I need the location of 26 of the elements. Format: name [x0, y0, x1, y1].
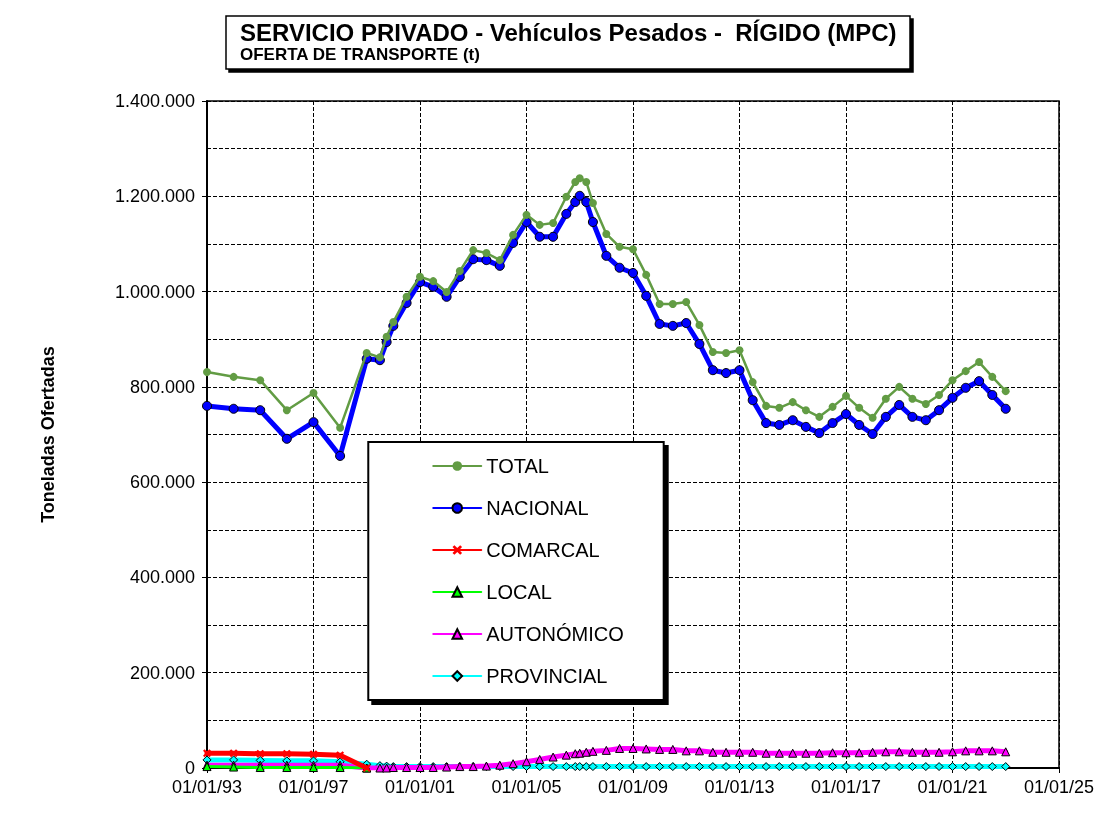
- chart-title: SERVICIO PRIVADO - Vehículos Pesados - RÍGIDO (MPC): [240, 18, 897, 46]
- legend-label: AUTONÓMICO: [486, 623, 624, 645]
- x-tick-label: 01/01/17: [810, 777, 882, 797]
- y-tick-label: 800.000: [129, 376, 195, 397]
- chart-subtitle: OFERTA DE TRANSPORTE (t): [240, 45, 480, 64]
- x-tick-label: 01/01/13: [704, 777, 775, 797]
- y-tick-label: 1.400.000: [114, 91, 195, 111]
- x-tick-label: 01/01/25: [1023, 777, 1095, 797]
- legend-label: PROVINCIAL: [486, 665, 608, 687]
- y-axis-title: Toneladas Ofertadas: [38, 346, 58, 523]
- legend-label: TOTAL: [486, 455, 549, 477]
- x-tick-label: 01/01/09: [597, 777, 669, 797]
- y-tick-label: 400.000: [129, 567, 195, 588]
- legend-label: LOCAL: [486, 581, 552, 603]
- x-tick-label: 01/01/01: [384, 777, 456, 797]
- x-tick-label: 01/01/97: [278, 777, 349, 797]
- y-tick-label: 200.000: [129, 662, 195, 683]
- legend-label: NACIONAL: [486, 497, 589, 519]
- y-tick-label: 0: [184, 758, 195, 778]
- x-tick-label: 01/01/21: [917, 777, 988, 797]
- y-tick-label: 1.000.000: [114, 281, 195, 302]
- y-tick-label: 1.200.000: [114, 186, 195, 207]
- x-tick-label: 01/01/93: [171, 777, 243, 797]
- y-tick-label: 600.000: [129, 472, 195, 493]
- legend-label: COMARCAL: [486, 539, 600, 561]
- x-tick-label: 01/01/05: [491, 777, 562, 797]
